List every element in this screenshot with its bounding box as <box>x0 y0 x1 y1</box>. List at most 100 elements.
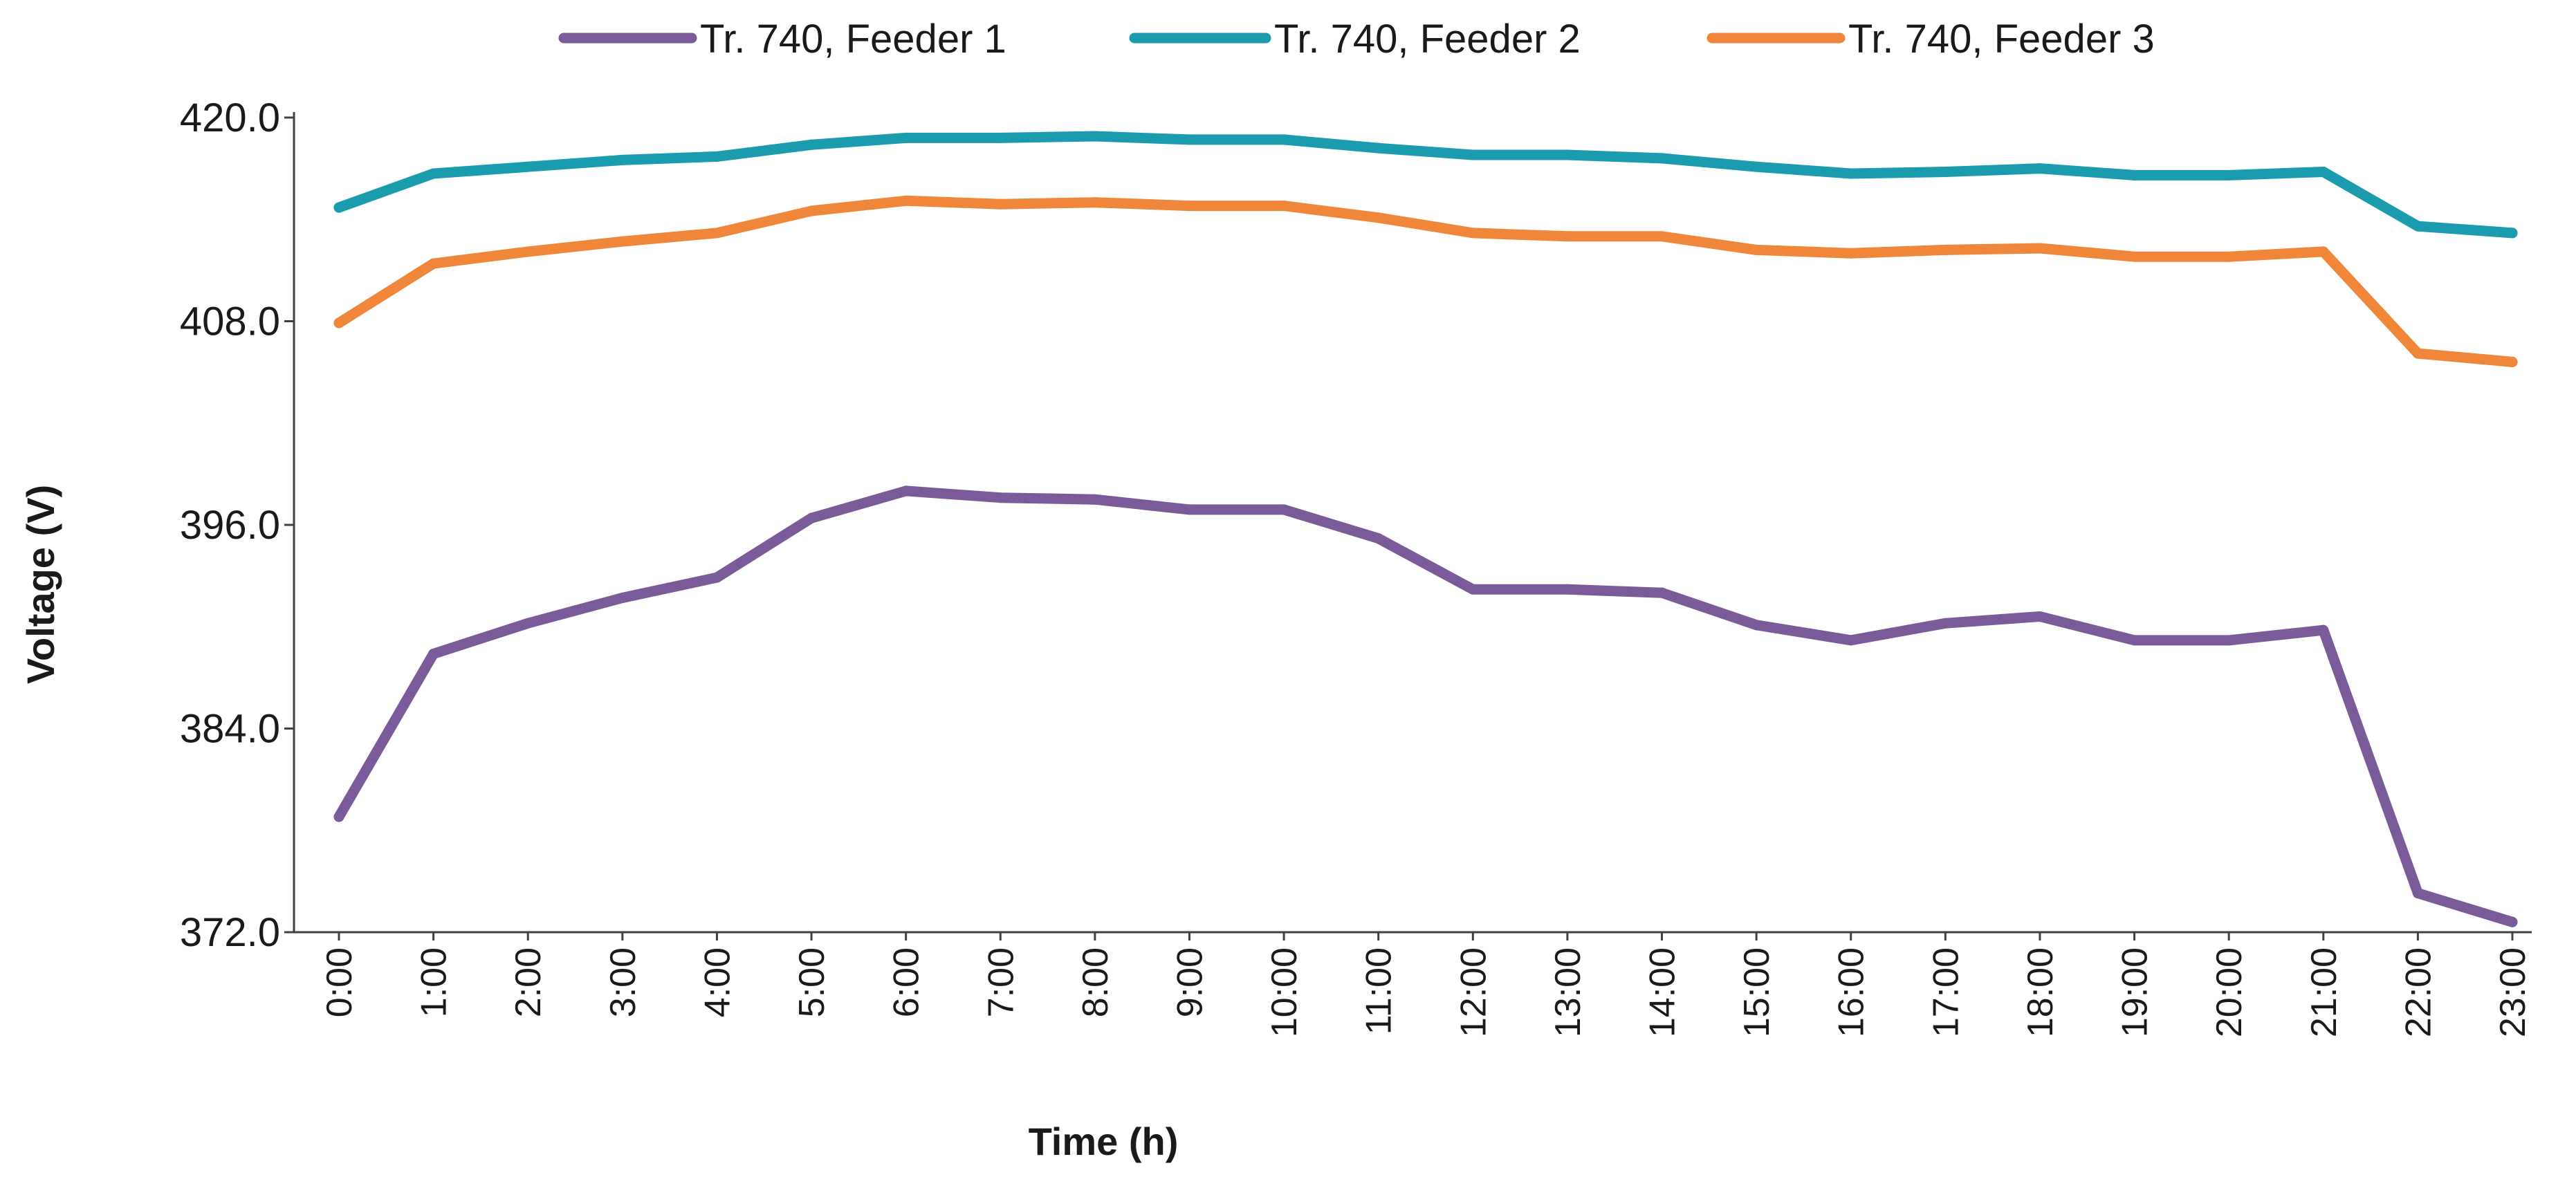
data-point-feeder-3 <box>806 205 817 216</box>
legend-label-feeder-3: Tr. 740, Feeder 3 <box>1848 17 2155 62</box>
data-point-feeder-2 <box>1940 167 1951 178</box>
x-tick-label: 14:00 <box>1643 947 1683 1037</box>
data-point-feeder-3 <box>711 228 722 239</box>
data-point-feeder-1 <box>1751 620 1762 631</box>
data-point-feeder-3 <box>1562 231 1573 242</box>
data-point-feeder-3 <box>333 317 344 328</box>
x-tick-label: 9:00 <box>1170 947 1210 1017</box>
series-line-feeder-1 <box>333 485 2518 927</box>
x-tick-label: 19:00 <box>2115 947 2155 1037</box>
data-point-feeder-1 <box>995 492 1006 503</box>
legend: Tr. 740, Feeder 1 Tr. 740, Feeder 2 Tr. 74… <box>558 17 2155 62</box>
data-point-feeder-3 <box>1846 248 1857 259</box>
data-point-feeder-3 <box>1278 201 1289 212</box>
data-point-feeder-3 <box>1467 228 1478 239</box>
x-tick-label: 21:00 <box>2304 947 2344 1037</box>
x-tick-label: 22:00 <box>2398 947 2438 1037</box>
y-tick-label: 408.0 <box>180 299 280 344</box>
data-point-feeder-2 <box>428 168 439 179</box>
x-tick-label: 1:00 <box>414 947 454 1017</box>
data-point-feeder-1 <box>522 618 533 629</box>
data-point-feeder-1 <box>1562 584 1573 595</box>
x-tick-label: 13:00 <box>1548 947 1588 1037</box>
data-point-feeder-2 <box>1751 161 1762 172</box>
data-point-feeder-3 <box>2223 251 2234 262</box>
data-point-feeder-2 <box>1373 142 1384 154</box>
data-point-feeder-3 <box>1940 244 1951 255</box>
data-point-feeder-2 <box>1278 134 1289 145</box>
data-point-feeder-2 <box>1657 153 1668 164</box>
x-tick-label: 15:00 <box>1737 947 1777 1037</box>
data-point-feeder-1 <box>2318 624 2329 636</box>
series-line-feeder-3 <box>333 195 2518 367</box>
data-point-feeder-3 <box>2034 243 2045 254</box>
data-point-feeder-1 <box>1373 533 1384 544</box>
x-tick-label: 2:00 <box>508 947 549 1017</box>
y-tick-label: 396.0 <box>180 503 280 548</box>
data-point-feeder-1 <box>1846 635 1857 646</box>
data-point-feeder-1 <box>2412 888 2423 899</box>
legend-label-feeder-1: Tr. 740, Feeder 1 <box>700 17 1006 62</box>
data-point-feeder-3 <box>2412 348 2423 359</box>
x-tick-label: 5:00 <box>792 947 832 1017</box>
y-tick-label: 420.0 <box>180 95 280 140</box>
x-tick-label: 17:00 <box>1926 947 1966 1037</box>
data-point-feeder-2 <box>806 139 817 150</box>
data-point-feeder-2 <box>1184 134 1195 145</box>
x-tick-label: 8:00 <box>1076 947 1116 1017</box>
data-point-feeder-2 <box>2129 169 2140 180</box>
x-tick-label: 6:00 <box>887 947 927 1017</box>
legend-label-feeder-2: Tr. 740, Feeder 2 <box>1274 17 1581 62</box>
data-point-feeder-1 <box>2129 635 2140 646</box>
y-tick-label: 384.0 <box>180 707 280 752</box>
data-point-feeder-3 <box>428 258 439 269</box>
data-point-feeder-3 <box>901 195 912 206</box>
data-point-feeder-3 <box>1373 212 1384 223</box>
x-tick-label: 23:00 <box>2493 947 2533 1037</box>
data-point-feeder-3 <box>617 236 628 247</box>
data-point-feeder-2 <box>1089 131 1101 142</box>
data-point-feeder-2 <box>711 151 722 162</box>
x-axis-ticks: 0:00 1:00 2:00 3:00 4:00 5:00 6:00 7:00 8:00 9:00… <box>320 932 2533 1037</box>
data-point-feeder-3 <box>522 246 533 257</box>
x-tick-label: 20:00 <box>2209 947 2250 1037</box>
y-tick-label: 372.0 <box>180 910 280 955</box>
data-point-feeder-1 <box>1089 494 1101 505</box>
data-point-feeder-1 <box>1657 587 1668 598</box>
data-point-feeder-2 <box>2223 169 2234 180</box>
x-tick-label: 16:00 <box>1832 947 1872 1037</box>
data-point-feeder-2 <box>522 161 533 172</box>
data-point-feeder-1 <box>1467 584 1478 595</box>
data-point-feeder-3 <box>1657 231 1668 242</box>
x-tick-label: 11:00 <box>1359 947 1399 1035</box>
x-tick-label: 18:00 <box>2021 947 2061 1037</box>
data-point-feeder-2 <box>333 202 344 213</box>
data-point-feeder-2 <box>1467 149 1478 160</box>
data-point-feeder-3 <box>995 198 1006 210</box>
x-tick-label: 7:00 <box>981 947 1021 1017</box>
data-point-feeder-1 <box>806 512 817 523</box>
data-point-feeder-2 <box>2034 163 2045 174</box>
series-lines <box>333 131 2518 927</box>
y-axis-title: Voltage (V) <box>19 485 62 684</box>
data-point-feeder-2 <box>2412 221 2423 232</box>
data-point-feeder-2 <box>2507 228 2518 239</box>
data-point-feeder-1 <box>2507 916 2518 927</box>
axes <box>293 112 2532 934</box>
data-point-feeder-1 <box>2034 611 2045 622</box>
data-point-feeder-1 <box>617 593 628 604</box>
data-point-feeder-2 <box>1846 168 1857 179</box>
x-tick-label: 3:00 <box>603 947 643 1017</box>
data-point-feeder-3 <box>2507 356 2518 367</box>
data-point-feeder-3 <box>1184 201 1195 212</box>
series-line-feeder-2 <box>333 131 2518 239</box>
y-axis-ticks: 372.0 384.0 396.0 408.0 420.0 <box>180 95 294 955</box>
x-tick-label: 10:00 <box>1264 947 1305 1037</box>
data-point-feeder-1 <box>428 649 439 660</box>
data-point-feeder-1 <box>333 811 344 822</box>
x-tick-label: 4:00 <box>697 947 737 1017</box>
data-point-feeder-3 <box>1089 197 1101 208</box>
data-point-feeder-2 <box>1562 149 1573 160</box>
data-point-feeder-1 <box>2223 635 2234 646</box>
